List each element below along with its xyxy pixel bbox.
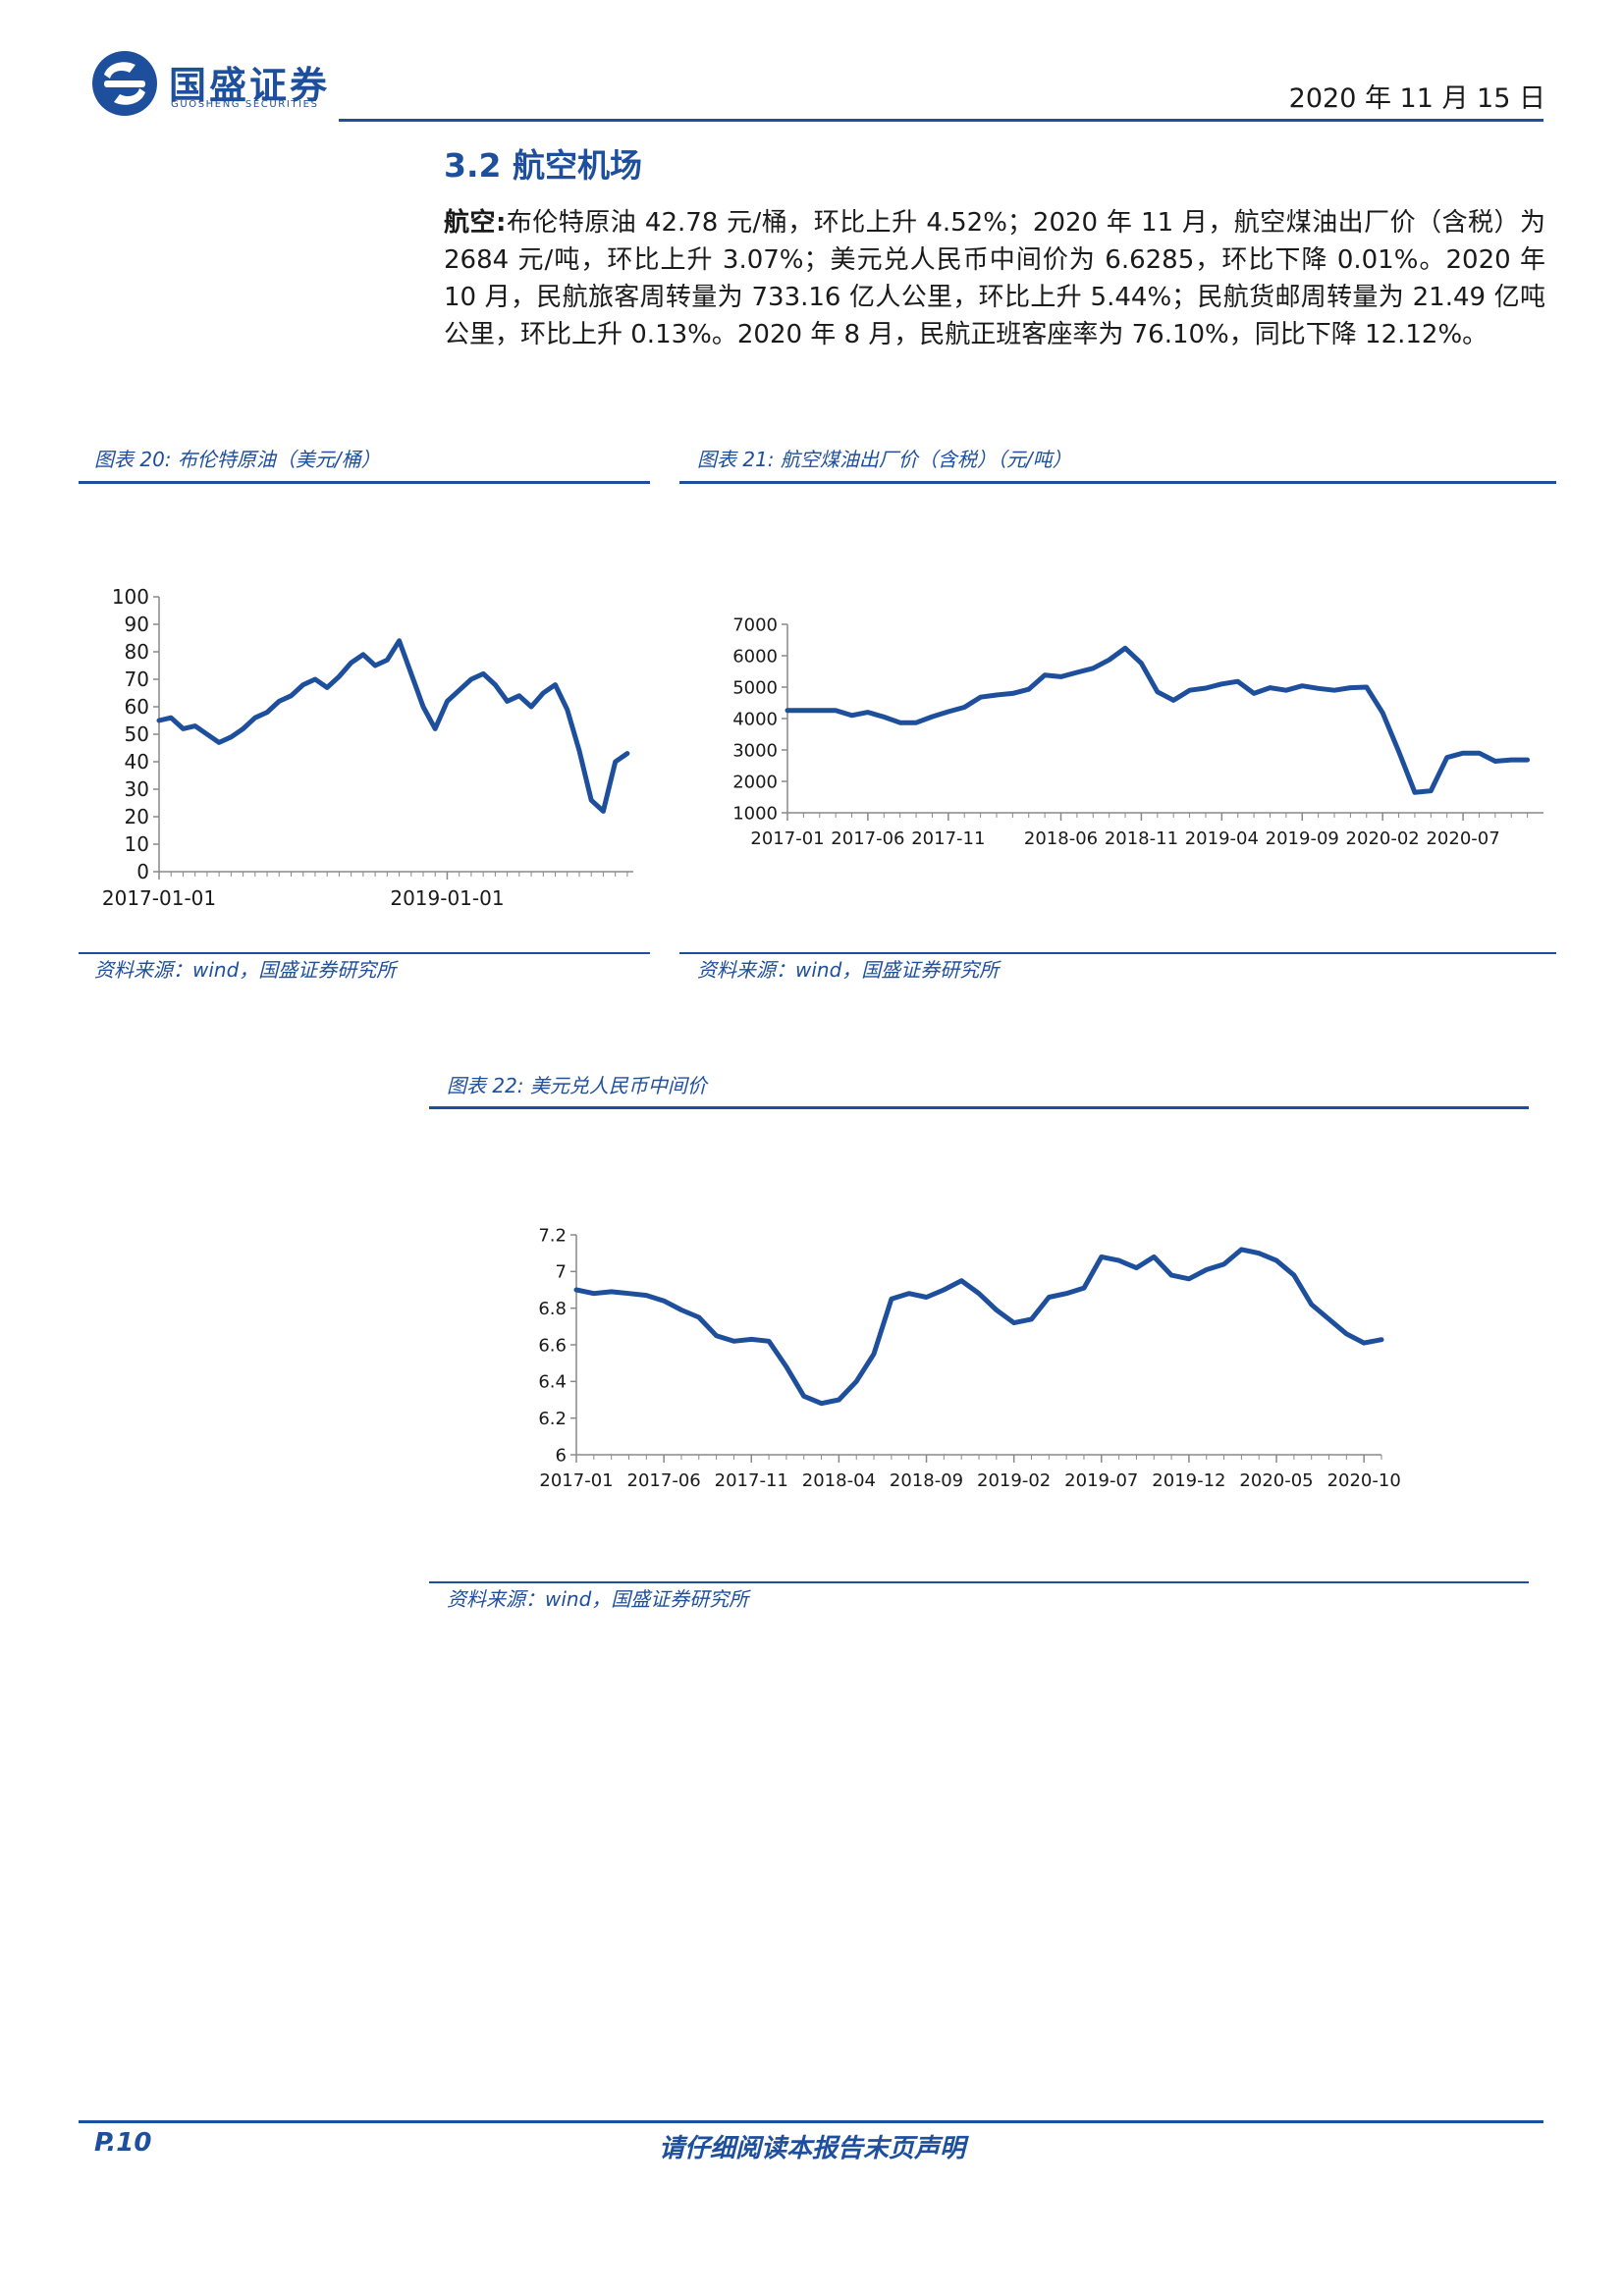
- fig20-top-rule: [79, 481, 650, 484]
- usdcny-x-tick-label: 2020-10: [1327, 1470, 1401, 1491]
- chart-usdcny-plot: 6 6.2 6.4 6.6 6.8 7 7.2 2017-01 2017-06 2017-11 20…: [538, 1225, 1400, 1491]
- page-number: P.10: [94, 2128, 152, 2158]
- jetfuel-x-tick-label: 2017-01: [750, 828, 824, 849]
- usdcny-x-tick-label: 2019-07: [1064, 1470, 1138, 1491]
- guosheng-logo-icon: [90, 49, 159, 118]
- chart-jetfuel-plot: 1000 2000 3000 4000 5000 6000 7000 2017-01 2017-…: [732, 614, 1543, 849]
- brent-y-tick-label: 40: [125, 750, 149, 774]
- usdcny-x-tick-label: 2017-06: [627, 1470, 701, 1491]
- fig22-bottom-rule: [429, 1581, 1529, 1583]
- brent-x-tick-label: 2017-01-01: [102, 886, 216, 910]
- usdcny-x-tick-label: 2019-02: [977, 1470, 1051, 1491]
- body-text: 布伦特原油 42.78 元/桶，环比上升 4.52%；2020 年 11 月，航…: [444, 208, 1545, 349]
- fig21-caption: 图表 21: 航空煤油出厂价（含税）（元/吨）: [697, 448, 1072, 471]
- jetfuel-x-tick-label: 2020-02: [1346, 828, 1420, 849]
- usdcny-x-tick-label: 2019-12: [1152, 1470, 1225, 1491]
- usdcny-y-tick-label: 7.2: [538, 1225, 567, 1246]
- jetfuel-y-tick-label: 6000: [732, 646, 778, 667]
- fig21-top-rule: [679, 481, 1556, 484]
- brent-y-tick-label: 80: [125, 640, 149, 664]
- fig21-bottom-rule: [679, 952, 1556, 954]
- brent-y-tick-label: 70: [125, 667, 149, 691]
- footer-divider: [79, 2120, 1543, 2123]
- chart-brent: 0 10 20 30 40 50 60 70 80 90 100 2017-01-01 2019-01-…: [102, 585, 633, 910]
- fig22-top-rule: [429, 1106, 1529, 1109]
- jetfuel-y-tick-label: 5000: [732, 677, 778, 698]
- brand-name-cn: 国盛证券: [169, 64, 331, 107]
- section-title: 3.2 航空机场: [444, 146, 642, 185]
- usdcny-y-tick-label: 6: [556, 1445, 567, 1466]
- jetfuel-y-tick-label: 1000: [732, 803, 778, 824]
- brent-y-tick-label: 60: [125, 695, 149, 719]
- brent-y-tick-label: 100: [112, 585, 149, 609]
- usdcny-y-tick-label: 7: [556, 1262, 567, 1283]
- jetfuel-y-tick-label: 7000: [732, 614, 778, 635]
- usdcny-x-tick-label: 2018-04: [802, 1470, 876, 1491]
- fig20-bottom-rule: [79, 952, 650, 954]
- jetfuel-x-tick-label: 2017-11: [911, 828, 985, 849]
- section-body: 航空:布伦特原油 42.78 元/桶，环比上升 4.52%；2020 年 11 …: [444, 204, 1545, 353]
- jetfuel-y-tick-label: 4000: [732, 709, 778, 729]
- header-divider: [339, 119, 1543, 122]
- fig20-caption: 图表 20: 布伦特原油（美元/桶）: [94, 448, 381, 471]
- usdcny-series-line: [573, 1247, 1384, 1407]
- body-lead: 航空:: [444, 208, 507, 238]
- fig22-source: 资料来源：wind，国盛证券研究所: [447, 1587, 749, 1611]
- jetfuel-y-tick-label: 3000: [732, 740, 778, 761]
- usdcny-x-tick-label: 2017-11: [715, 1470, 788, 1491]
- chart-usdcny: 6 6.2 6.4 6.6 6.8 7 7.2 2017-01 2017-06 2017-11 20…: [538, 1225, 1400, 1491]
- usdcny-y-tick-label: 6.4: [538, 1372, 567, 1393]
- usdcny-y-tick-label: 6.6: [538, 1335, 567, 1356]
- brent-y-tick-label: 50: [125, 722, 149, 746]
- jetfuel-series-line: [785, 645, 1531, 795]
- jetfuel-y-tick-label: 2000: [732, 772, 778, 792]
- chart-brent-plot: 0 10 20 30 40 50 60 70 80 90 100 2017-01-01 2019-01-…: [102, 585, 633, 910]
- jetfuel-x-tick-label: 2017-06: [831, 828, 904, 849]
- brent-y-tick-label: 0: [136, 860, 149, 883]
- brent-y-tick-label: 20: [125, 805, 149, 828]
- jetfuel-x-tick-label: 2019-04: [1185, 828, 1259, 849]
- usdcny-y-tick-label: 6.8: [538, 1299, 567, 1319]
- jetfuel-x-tick-label: 2019-09: [1266, 828, 1339, 849]
- brand-name-en: GUOSHENG SECURITIES: [171, 99, 319, 110]
- footer-disclaimer: 请仔细阅读本报告末页声明: [658, 2134, 965, 2163]
- brent-y-tick-label: 90: [125, 613, 149, 636]
- chart-jetfuel: 1000 2000 3000 4000 5000 6000 7000 2017-01 2017-…: [732, 614, 1543, 849]
- fig20-source: 资料来源：wind，国盛证券研究所: [94, 958, 397, 982]
- usdcny-x-tick-label: 2020-05: [1239, 1470, 1313, 1491]
- brent-x-tick-label: 2019-01-01: [390, 886, 504, 910]
- jetfuel-x-tick-label: 2020-07: [1426, 828, 1499, 849]
- brent-series-line: [156, 638, 630, 814]
- usdcny-y-tick-label: 6.2: [538, 1409, 567, 1429]
- fig22-caption: 图表 22: 美元兑人民币中间价: [447, 1074, 707, 1097]
- jetfuel-x-tick-label: 2018-06: [1024, 828, 1098, 849]
- usdcny-x-tick-label: 2018-09: [890, 1470, 963, 1491]
- usdcny-x-tick-label: 2017-01: [539, 1470, 613, 1491]
- brent-y-tick-label: 30: [125, 777, 149, 801]
- jetfuel-x-tick-label: 2018-11: [1105, 828, 1178, 849]
- report-date: 2020 年 11 月 15 日: [1288, 83, 1545, 114]
- brent-y-tick-label: 10: [125, 832, 149, 856]
- fig21-source: 资料来源：wind，国盛证券研究所: [697, 958, 1000, 982]
